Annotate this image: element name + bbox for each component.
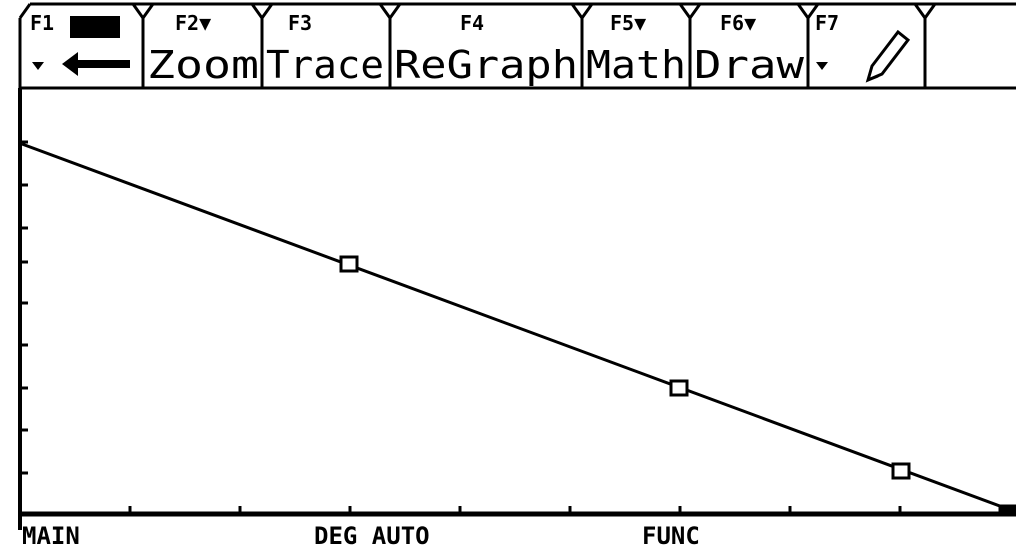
tab-label[interactable]: Math xyxy=(586,43,686,87)
status-item: DEG AUTO xyxy=(314,522,430,546)
tab-key[interactable]: F2▼ xyxy=(175,11,211,35)
status-item: MAIN xyxy=(22,522,80,546)
tab-key[interactable]: F6▼ xyxy=(720,11,756,35)
calculator-screen: F1 F2▼ Zoom F3 Trace F4 ReGraph F5▼ Math… xyxy=(0,0,1016,546)
tab-key[interactable]: F4 xyxy=(460,11,484,35)
tab-label[interactable]: ReGraph xyxy=(394,43,578,87)
tab-key[interactable]: F7 xyxy=(815,11,839,35)
tab-label[interactable]: Zoom xyxy=(147,43,259,87)
status-item: FUNC xyxy=(642,522,700,546)
tab-key[interactable]: F5▼ xyxy=(610,11,646,35)
tab-key[interactable]: F3 xyxy=(288,11,312,35)
tab-key[interactable]: F1 xyxy=(30,11,54,35)
tab-label[interactable]: Draw xyxy=(694,43,804,87)
tab-label[interactable]: Trace xyxy=(266,43,384,87)
